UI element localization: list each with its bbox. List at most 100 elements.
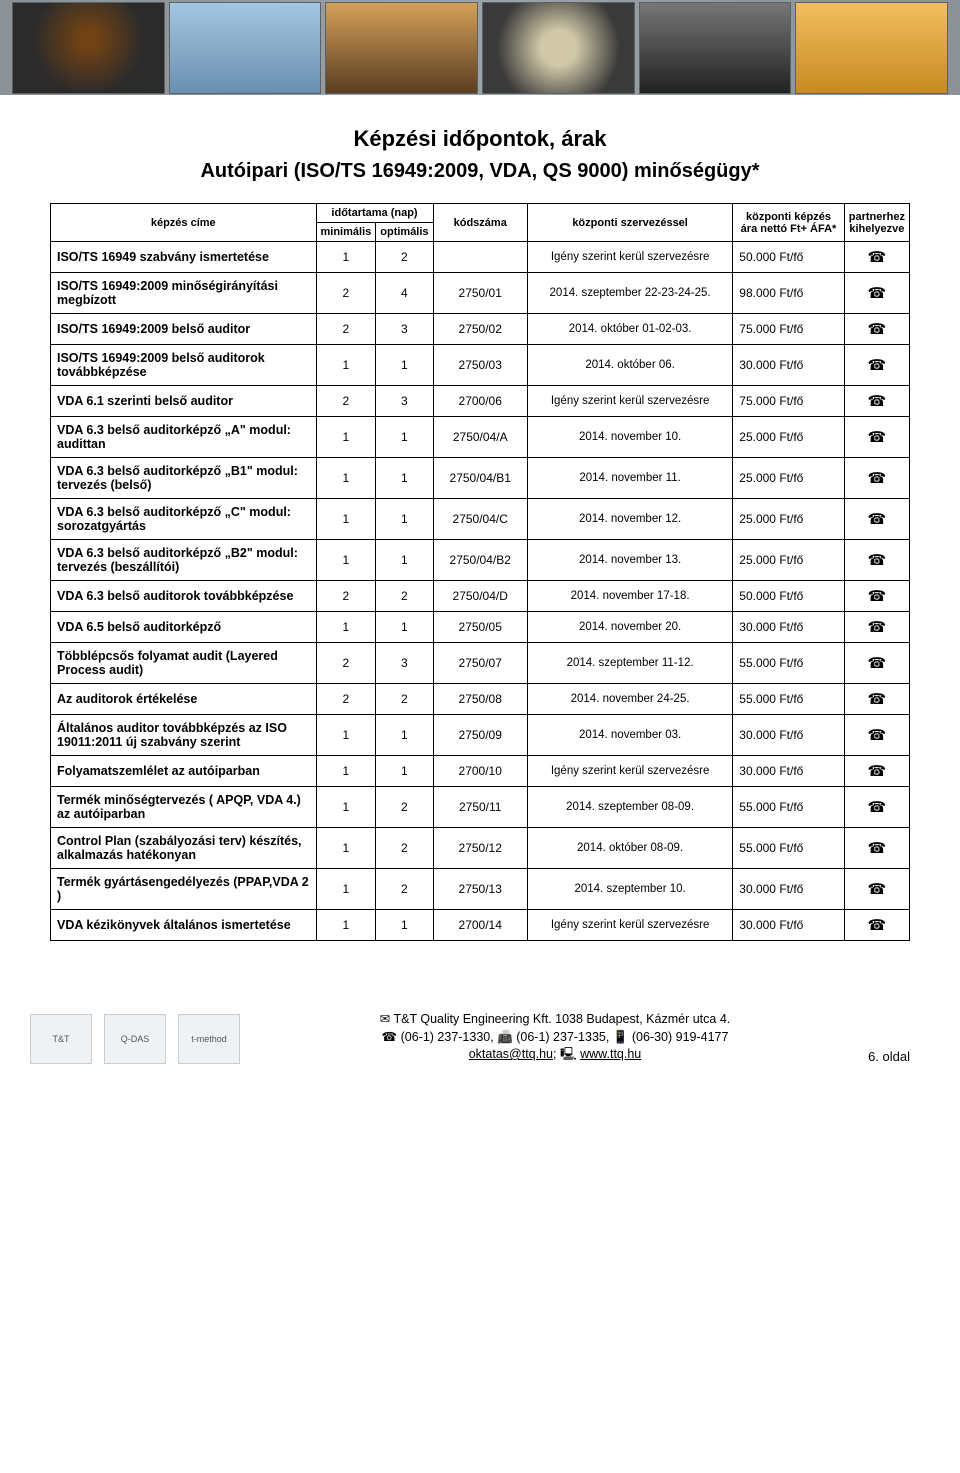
phone-icon: ☎ xyxy=(844,756,909,787)
banner-photo xyxy=(325,2,478,94)
cell-min: 1 xyxy=(316,242,376,273)
col-duration: időtartama (nap) xyxy=(316,204,433,223)
cell-min: 1 xyxy=(316,499,376,540)
col-partner: partnerhez kihelyezve xyxy=(844,204,909,242)
cell-code: 2750/05 xyxy=(433,612,527,643)
cell-code: 2750/13 xyxy=(433,869,527,910)
phone-icon: ☎ xyxy=(844,684,909,715)
pricing-table: képzés címe időtartama (nap) kódszáma kö… xyxy=(50,203,910,941)
cell-opt: 1 xyxy=(376,910,433,941)
cell-name: Termék gyártásengedélyezés (PPAP,VDA 2 ) xyxy=(51,869,317,910)
cell-price: 55.000 Ft/fő xyxy=(733,684,844,715)
cell-schedule: 2014. november 03. xyxy=(527,715,732,756)
page-footer: T&T Q-DAS t-method ✉ T&T Quality Enginee… xyxy=(0,1011,960,1084)
table-row: ISO/TS 16949 szabvány ismertetése12Igény… xyxy=(51,242,910,273)
cell-schedule: 2014. november 13. xyxy=(527,540,732,581)
phone-icon: ☎ xyxy=(844,643,909,684)
cell-min: 2 xyxy=(316,643,376,684)
table-row: Termék minőségtervezés ( APQP, VDA 4.) a… xyxy=(51,787,910,828)
phone-icon: ☎ xyxy=(844,458,909,499)
cell-name: VDA 6.5 belső auditorképző xyxy=(51,612,317,643)
cell-code: 2750/09 xyxy=(433,715,527,756)
cell-opt: 2 xyxy=(376,581,433,612)
cell-opt: 2 xyxy=(376,869,433,910)
cell-price: 25.000 Ft/fő xyxy=(733,417,844,458)
cell-schedule: 2014. szeptember 11-12. xyxy=(527,643,732,684)
cell-schedule: 2014. szeptember 22-23-24-25. xyxy=(527,273,732,314)
banner-photo xyxy=(12,2,165,94)
table-row: Az auditorok értékelése222750/082014. no… xyxy=(51,684,910,715)
cell-schedule: 2014. október 01-02-03. xyxy=(527,314,732,345)
cell-opt: 1 xyxy=(376,458,433,499)
cell-min: 1 xyxy=(316,458,376,499)
col-min: minimális xyxy=(316,223,376,242)
table-row: VDA 6.3 belső auditorképző „B2" modul: t… xyxy=(51,540,910,581)
cell-schedule: 2014. október 08-09. xyxy=(527,828,732,869)
cell-price: 30.000 Ft/fő xyxy=(733,715,844,756)
cell-price: 30.000 Ft/fő xyxy=(733,756,844,787)
footer-web[interactable]: www.ttq.hu xyxy=(580,1047,641,1061)
cell-code: 2750/03 xyxy=(433,345,527,386)
cell-price: 30.000 Ft/fő xyxy=(733,869,844,910)
cell-code: 2750/04/B2 xyxy=(433,540,527,581)
cell-opt: 1 xyxy=(376,715,433,756)
cell-name: Termék minőségtervezés ( APQP, VDA 4.) a… xyxy=(51,787,317,828)
cell-opt: 3 xyxy=(376,386,433,417)
banner-photo xyxy=(482,2,635,94)
cell-opt: 2 xyxy=(376,787,433,828)
cell-code: 2750/04/D xyxy=(433,581,527,612)
page-title: Képzési időpontok, árak xyxy=(50,126,910,152)
cell-price: 30.000 Ft/fő xyxy=(733,345,844,386)
cell-code: 2700/06 xyxy=(433,386,527,417)
cell-code xyxy=(433,242,527,273)
cell-min: 2 xyxy=(316,581,376,612)
table-row: ISO/TS 16949:2009 belső auditorok tovább… xyxy=(51,345,910,386)
phone-icon: ☎ xyxy=(844,345,909,386)
table-row: ISO/TS 16949:2009 belső auditor232750/02… xyxy=(51,314,910,345)
cell-schedule: 2014. november 24-25. xyxy=(527,684,732,715)
cell-price: 75.000 Ft/fő xyxy=(733,386,844,417)
cell-code: 2750/04/C xyxy=(433,499,527,540)
table-row: VDA 6.3 belső auditorképző „A" modul: au… xyxy=(51,417,910,458)
table-row: Control Plan (szabályozási terv) készíté… xyxy=(51,828,910,869)
cell-code: 2750/02 xyxy=(433,314,527,345)
phone-icon: ☎ xyxy=(844,910,909,941)
cell-name: VDA 6.3 belső auditorok továbbképzése xyxy=(51,581,317,612)
cell-schedule: 2014. október 06. xyxy=(527,345,732,386)
banner-photo xyxy=(795,2,948,94)
logo-qdas: Q-DAS xyxy=(104,1014,166,1064)
cell-code: 2700/14 xyxy=(433,910,527,941)
phone-icon: ☎ xyxy=(844,581,909,612)
cell-min: 1 xyxy=(316,756,376,787)
footer-email[interactable]: oktatas@ttq.hu xyxy=(469,1047,553,1061)
phone-icon: ☎ xyxy=(844,499,909,540)
cell-price: 30.000 Ft/fő xyxy=(733,910,844,941)
cell-schedule: 2014. november 11. xyxy=(527,458,732,499)
cell-price: 50.000 Ft/fő xyxy=(733,581,844,612)
phone-icon: ☎ xyxy=(844,612,909,643)
cell-min: 2 xyxy=(316,684,376,715)
cell-name: Általános auditor továbbképzés az ISO 19… xyxy=(51,715,317,756)
cell-schedule: Igény szerint kerül szervezésre xyxy=(527,242,732,273)
cell-price: 55.000 Ft/fő xyxy=(733,787,844,828)
phone-icon: ☎ xyxy=(844,417,909,458)
cell-opt: 1 xyxy=(376,612,433,643)
cell-schedule: 2014. november 20. xyxy=(527,612,732,643)
cell-name: ISO/TS 16949:2009 belső auditorok tovább… xyxy=(51,345,317,386)
table-row: VDA 6.3 belső auditorképző „C" modul: so… xyxy=(51,499,910,540)
table-row: VDA 6.3 belső auditorképző „B1" modul: t… xyxy=(51,458,910,499)
phone-icon: ☎ xyxy=(844,869,909,910)
cell-min: 1 xyxy=(316,715,376,756)
table-row: Többlépcsős folyamat audit (Layered Proc… xyxy=(51,643,910,684)
cell-min: 1 xyxy=(316,612,376,643)
cell-min: 2 xyxy=(316,386,376,417)
cell-code: 2750/08 xyxy=(433,684,527,715)
cell-min: 2 xyxy=(316,314,376,345)
table-row: Általános auditor továbbképzés az ISO 19… xyxy=(51,715,910,756)
phone-icon: ☎ xyxy=(844,715,909,756)
cell-code: 2750/04/A xyxy=(433,417,527,458)
footer-logos: T&T Q-DAS t-method xyxy=(30,1014,270,1064)
cell-schedule: 2014. november 17-18. xyxy=(527,581,732,612)
table-row: VDA 6.1 szerinti belső auditor232700/06I… xyxy=(51,386,910,417)
cell-opt: 1 xyxy=(376,540,433,581)
